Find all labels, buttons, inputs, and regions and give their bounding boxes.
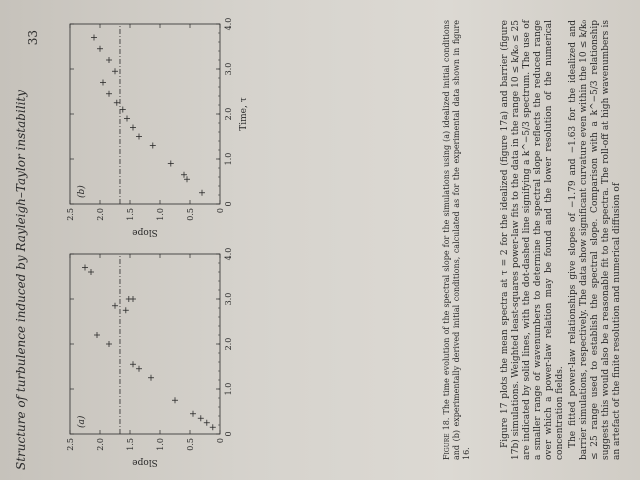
plot-frame — [69, 253, 221, 435]
data-point — [149, 142, 156, 149]
data-point — [94, 332, 100, 338]
chart-b-svg: 0 1.0 2.0 3.0 4.0 0 0.5 1.0 1.5 2.0 2.5 (b) Slope Tim… — [66, 18, 249, 237]
caption-label: Figure 18. — [442, 417, 451, 460]
data-point — [112, 302, 118, 309]
caption-text: The time evolution of the spectral slope… — [442, 20, 471, 460]
body-text: Figure 17 plots the mean spectra at τ = … — [500, 20, 625, 460]
x-axis-label: Time, τ — [239, 97, 249, 130]
plot-frame — [69, 23, 221, 205]
data-point — [88, 269, 94, 275]
y-tick-label: 0.5 — [186, 438, 195, 451]
data-point — [209, 424, 216, 431]
data-point — [203, 419, 210, 426]
y-tick-label: 2.0 — [96, 438, 105, 451]
body-paragraph-1: Figure 17 plots the mean spectra at τ = … — [500, 20, 565, 460]
x-tick-label: 2.0 — [224, 108, 233, 121]
data-point — [106, 57, 112, 63]
panel-label: (b) — [76, 185, 87, 198]
data-point — [184, 176, 190, 183]
x-tick-label: 3.0 — [224, 63, 233, 76]
data-point — [113, 99, 120, 106]
data-point — [125, 296, 132, 302]
data-point — [136, 365, 142, 372]
running-header: Structure of turbulence induced by Rayle… — [14, 10, 40, 470]
data-point — [130, 124, 136, 131]
data-point — [91, 34, 97, 41]
x-tick-label: 0 — [224, 201, 233, 206]
y-tick-label: 1.0 — [156, 208, 165, 221]
data-point — [106, 341, 112, 347]
y-tick-label: 2.5 — [66, 438, 75, 451]
y-tick-label: 2.0 — [96, 208, 105, 221]
y-tick-label: 0 — [216, 438, 225, 443]
y-tick-label: 1.5 — [126, 438, 135, 451]
x-tick-label: 2.0 — [224, 338, 233, 351]
running-title: Structure of turbulence induced by Rayle… — [14, 89, 28, 470]
data-point — [130, 361, 136, 368]
y-tick-label: 2.5 — [66, 208, 75, 221]
data-point — [172, 397, 178, 404]
y-tick-label: 0.5 — [186, 208, 195, 221]
panel-label: (a) — [76, 415, 87, 428]
page-number: 33 — [26, 30, 40, 46]
data-point — [100, 79, 106, 86]
x-tick-label: 1.0 — [224, 153, 233, 166]
x-tick-label: 1.0 — [224, 383, 233, 396]
data-point — [190, 410, 196, 417]
body-paragraph-2: The fitted power-law relationships give … — [568, 20, 622, 460]
data-point — [106, 90, 112, 97]
data-point — [136, 133, 142, 140]
data-point — [167, 160, 174, 167]
chart-a-svg: 0 1.0 2.0 3.0 4.0 0 0.5 1.0 1.5 2.0 2.5 (a) Slope — [66, 248, 233, 467]
data-point — [97, 45, 103, 52]
chart-panel-a: 0 1.0 2.0 3.0 4.0 0 0.5 1.0 1.5 2.0 2.5 (a) Slope — [56, 240, 260, 470]
data-point — [122, 307, 129, 314]
chart-panel-b: 0 1.0 2.0 3.0 4.0 0 0.5 1.0 1.5 2.0 2.5 (b) Slope Tim… — [56, 10, 260, 240]
y-axis-label: Slope — [132, 227, 158, 237]
data-point — [181, 171, 187, 178]
x-tick-label: 3.0 — [224, 293, 233, 306]
x-tick-label: 0 — [224, 431, 233, 436]
data-point — [112, 68, 118, 75]
y-tick-label: 1.0 — [156, 438, 165, 451]
figure-caption: Figure 18. The time evolution of the spe… — [442, 20, 472, 460]
data-point — [119, 106, 126, 113]
data-point — [124, 115, 130, 122]
y-tick-label: 0 — [216, 208, 225, 213]
y-tick-label: 1.5 — [126, 208, 135, 221]
data-point — [82, 264, 88, 271]
data-point — [199, 189, 205, 196]
y-axis-label: Slope — [132, 457, 158, 467]
data-point — [148, 374, 154, 381]
data-point — [197, 415, 204, 422]
x-tick-label: 4.0 — [224, 248, 233, 261]
x-tick-label: 4.0 — [224, 18, 233, 31]
